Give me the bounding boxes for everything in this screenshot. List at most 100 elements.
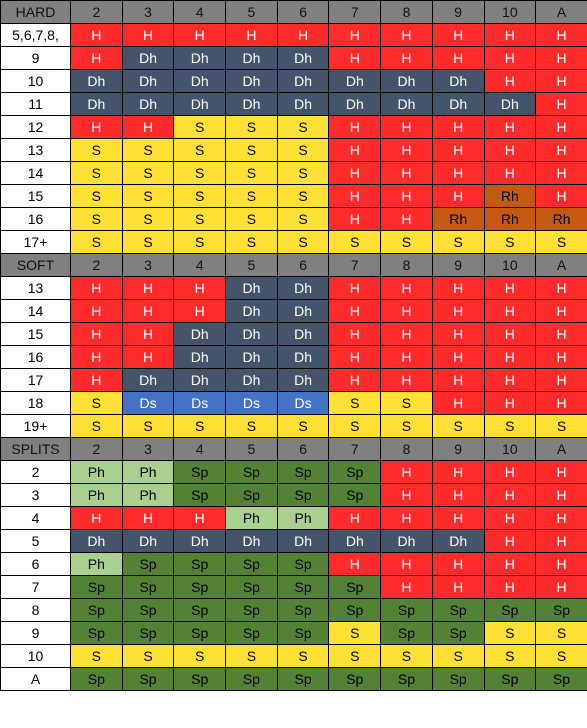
action-cell: Rh [483,184,537,208]
action-cell: Sp [328,483,382,507]
action-cell: Dh [276,276,330,300]
action-cell: H [431,299,485,323]
hand-label: 17+ [0,230,71,254]
action-cell: Dh [276,322,330,346]
action-cell: Dh [173,69,227,93]
action-cell: Dh [380,69,433,93]
hand-label: 2 [0,460,71,484]
action-cell: H [535,69,587,93]
action-cell: Dh [173,529,227,553]
action-cell: H [121,299,175,323]
dealer-card-header: 4 [173,437,227,461]
action-cell: H [483,345,537,369]
action-cell: H [483,322,537,346]
action-cell: H [121,276,175,300]
dealer-card-header: 10 [483,253,537,277]
action-cell: H [535,46,587,70]
action-cell: S [173,414,227,438]
action-cell: S [535,644,587,668]
action-cell: H [535,460,587,484]
hand-label: 10 [0,644,71,668]
action-cell: H [328,552,382,576]
action-cell: H [328,345,382,369]
action-cell: S [121,184,175,208]
action-cell: Dh [276,92,330,116]
action-cell: Dh [225,69,278,93]
section-title: HARD [0,0,71,24]
action-cell: H [173,276,227,300]
action-cell: Sp [483,598,537,622]
action-cell: Dh [276,529,330,553]
table-row: 5 Dh Dh Dh Dh Dh Dh Dh Dh H H [0,529,587,553]
action-cell: H [431,322,485,346]
action-cell: H [70,368,123,392]
action-cell: H [328,207,382,231]
dealer-card-header: 5 [225,437,278,461]
action-cell: S [276,414,330,438]
dealer-card-header: A [535,0,587,24]
action-cell: Sp [121,598,175,622]
action-cell: H [328,276,382,300]
table-row: 15 S S S S S H H H Rh H [0,184,587,208]
dealer-card-header: 4 [173,253,227,277]
action-cell: Dh [431,529,485,553]
action-cell: H [431,46,485,70]
action-cell: H [121,322,175,346]
action-cell: Sp [276,575,330,599]
action-cell: Rh [483,207,537,231]
table-row: 2 Ph Ph Sp Sp Sp Sp H H H H [0,460,587,484]
action-cell: H [483,575,537,599]
action-cell: Dh [328,69,382,93]
table-row: 16 S S S S S H H Rh Rh Rh [0,207,587,231]
hand-label: 7 [0,575,71,599]
table-row: 19+ S S S S S S S S S S [0,414,587,438]
action-cell: H [483,529,537,553]
action-cell: Sp [483,667,537,691]
action-cell: H [535,161,587,185]
action-cell: S [328,414,382,438]
action-cell: S [70,161,123,185]
hand-label: 9 [0,46,71,70]
dealer-card-header: 7 [328,437,382,461]
table-row: 3 Ph Ph Sp Sp Sp Sp H H H H [0,483,587,507]
action-cell: S [121,230,175,254]
action-cell: H [380,207,433,231]
action-cell: H [535,391,587,415]
dealer-card-header: 5 [225,253,278,277]
action-cell: Dh [173,368,227,392]
action-cell: Dh [328,529,382,553]
action-cell: H [380,506,433,530]
action-cell: Sp [225,552,278,576]
dealer-card-header: 8 [380,437,433,461]
action-cell: H [70,299,123,323]
action-cell: S [121,644,175,668]
action-cell: Dh [121,368,175,392]
action-cell: S [483,644,537,668]
action-cell: S [121,138,175,162]
action-cell: H [535,552,587,576]
action-cell: H [121,506,175,530]
action-cell: Sp [70,575,123,599]
action-cell: Dh [225,276,278,300]
action-cell: H [535,506,587,530]
action-cell: Dh [225,299,278,323]
action-cell: Sp [225,621,278,645]
action-cell: Dh [173,46,227,70]
action-cell: S [483,621,537,645]
action-cell: S [328,230,382,254]
section-header-row: SOFT 2 3 4 5 6 7 8 9 10 A [0,253,587,277]
hand-label: 3 [0,483,71,507]
dealer-card-header: 9 [431,253,485,277]
action-cell: S [121,161,175,185]
dealer-card-header: 3 [121,0,175,24]
action-cell: S [225,115,278,139]
hand-label: 14 [0,299,71,323]
action-cell: H [173,23,227,47]
dealer-card-header: 6 [276,253,330,277]
action-cell: Sp [535,667,587,691]
action-cell: S [380,230,433,254]
action-cell: Sp [276,598,330,622]
action-cell: S [276,230,330,254]
action-cell: Sp [380,598,433,622]
action-cell: H [328,322,382,346]
